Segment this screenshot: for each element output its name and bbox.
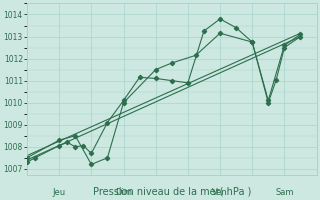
Text: Sam: Sam: [275, 188, 294, 197]
Text: Ven: Ven: [212, 188, 228, 197]
Text: Jeu: Jeu: [52, 188, 66, 197]
Text: Dim: Dim: [115, 188, 132, 197]
X-axis label: Pression niveau de la mer( hPa ): Pression niveau de la mer( hPa ): [92, 187, 251, 197]
